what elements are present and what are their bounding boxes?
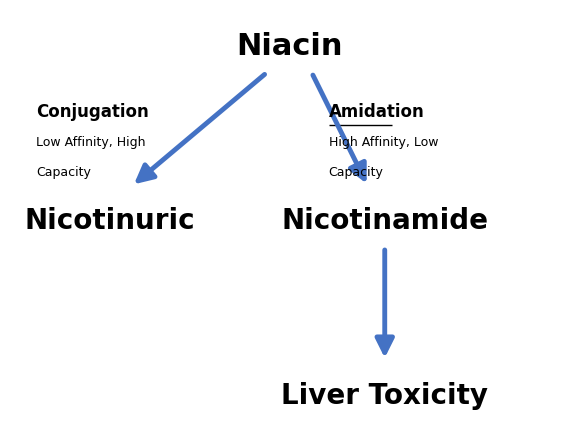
Text: Capacity: Capacity bbox=[36, 167, 91, 179]
Text: Low Affinity, High: Low Affinity, High bbox=[36, 136, 146, 149]
Text: Conjugation: Conjugation bbox=[36, 103, 149, 121]
Text: Nicotinamide: Nicotinamide bbox=[281, 207, 488, 235]
Text: Capacity: Capacity bbox=[328, 167, 383, 179]
Text: Nicotinuric: Nicotinuric bbox=[24, 207, 195, 235]
Text: Niacin: Niacin bbox=[236, 32, 343, 61]
Text: High Affinity, Low: High Affinity, Low bbox=[328, 136, 438, 149]
Text: Amidation: Amidation bbox=[328, 103, 424, 121]
Text: Liver Toxicity: Liver Toxicity bbox=[281, 381, 488, 410]
